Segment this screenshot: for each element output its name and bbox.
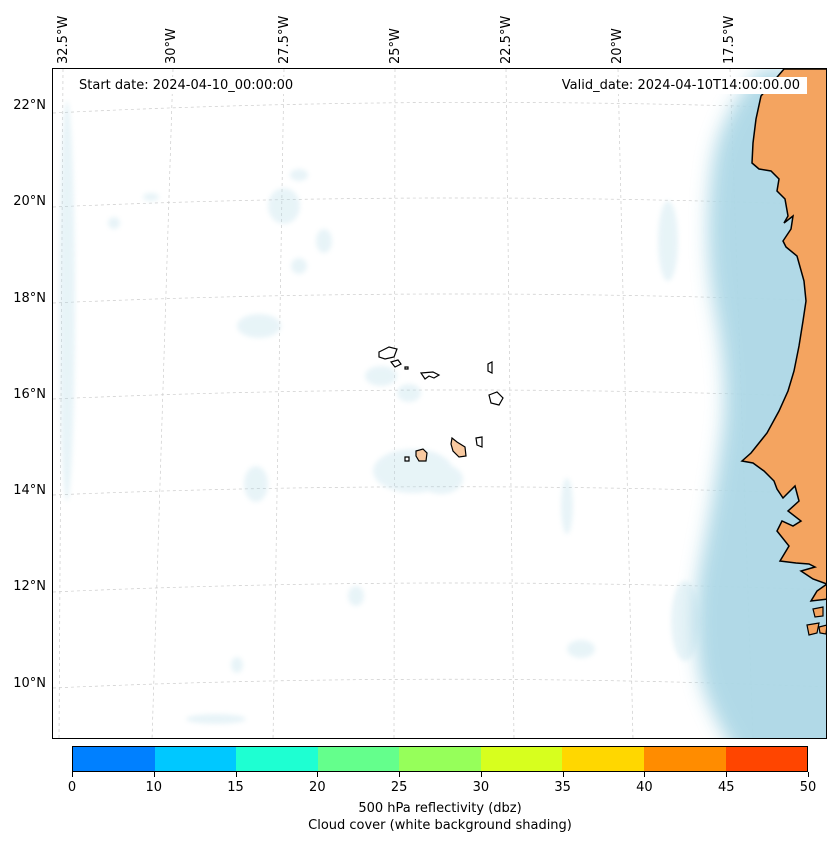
cloud-patch (397, 384, 421, 402)
cloud-patch (291, 258, 307, 274)
colorbar-tick-label: 35 (554, 780, 571, 795)
colorbar-tick (153, 772, 155, 777)
cloud-patch (231, 657, 243, 673)
colorbar-segment-10-15 (154, 747, 237, 771)
colorbar-sublabel: Cloud cover (white background shading) (308, 818, 572, 833)
meridian-25w (393, 69, 396, 738)
bissagos-island (806, 622, 820, 636)
cloud-patch (290, 169, 308, 181)
colorbar-tick (808, 772, 809, 777)
bissagos-island (812, 606, 824, 618)
meridian-22-5w (505, 69, 515, 738)
cloud-patch (365, 366, 397, 386)
cloud-patch (671, 581, 699, 661)
lon-label-27-5w: 27.5°W (277, 15, 292, 64)
colorbar-tick (317, 772, 319, 777)
colorbar-tick (235, 772, 237, 777)
island-santa-luzia (404, 366, 409, 370)
colorbar-segment-15-20 (236, 747, 318, 771)
colorbar-tick-label: 45 (717, 780, 735, 795)
colorbar-tick-label: 0 (67, 780, 77, 795)
colorbar-tick (644, 772, 646, 777)
colorbar-tick-label: 20 (309, 780, 326, 795)
colorbar-tick (72, 772, 73, 777)
island-santo-antao (378, 346, 398, 360)
cloud-patch (316, 229, 332, 253)
island-sal (487, 361, 493, 374)
cloud-patch (59, 101, 75, 501)
cloud-patch (268, 188, 300, 224)
island-santiago (450, 436, 467, 458)
colorbar-tick-label: 10 (145, 780, 163, 795)
cloud-patch (567, 640, 595, 658)
colorbar-tick (399, 772, 401, 777)
island-sao-vicente (389, 359, 402, 368)
colorbar-tick (562, 772, 564, 777)
cloud-patch (143, 193, 159, 201)
cloud-patch (348, 586, 364, 606)
colorbar-segment-40-45 (643, 747, 726, 771)
cape-verde-islands (378, 346, 504, 462)
cloud-patch (108, 217, 120, 229)
cloud-patch (658, 201, 678, 281)
bissagos-island (818, 624, 826, 635)
lon-label-25w: 25°W (388, 28, 403, 64)
colorbar-segment-30-35 (480, 747, 563, 771)
colorbar-tick (480, 772, 482, 777)
colorbar-tick-label: 30 (472, 780, 490, 795)
valid-date-label: Valid_date: 2024-04-10T14:00:00.00 (554, 77, 807, 94)
colorbar-segment-20-25 (317, 747, 400, 771)
colorbar-tick-label: 25 (390, 780, 408, 795)
colorbar-segment-25-30 (399, 747, 481, 771)
island-boa-vista (488, 391, 504, 406)
lon-label-17-5w: 17.5°W (722, 15, 737, 64)
colorbar-segment-45-50 (725, 747, 808, 771)
colorbar-segment-0-10 (73, 747, 155, 771)
lat-label-14n: 14°N (13, 483, 46, 498)
meridian-32-5w (58, 69, 64, 738)
colorbar-tick-label: 50 (799, 780, 817, 795)
lat-label-16n: 16°N (13, 387, 46, 402)
lat-label-12n: 12°N (13, 579, 46, 594)
map-canvas (53, 69, 826, 738)
colorbar-tick (726, 772, 728, 777)
meridian-30w (151, 69, 174, 738)
colorbar-tick-label: 15 (227, 780, 244, 795)
lat-label-18n: 18°N (13, 291, 46, 306)
colorbar-tick-label: 40 (636, 780, 653, 795)
cloud-patch (561, 478, 573, 534)
lon-label-20w: 20°W (610, 28, 625, 64)
meridian-27-5w (272, 69, 285, 738)
lon-label-32-5w: 32.5°W (56, 15, 71, 64)
cloud-patch (244, 466, 268, 502)
island-maio (475, 436, 483, 448)
island-sao-nicolau (419, 371, 441, 380)
island-brava (404, 456, 410, 462)
cloud-patch (186, 714, 246, 724)
parallel-16n (53, 389, 826, 400)
cloud-patch (419, 464, 463, 494)
lat-label-22n: 22°N (13, 98, 46, 113)
parallel-22n (53, 102, 826, 114)
lon-label-30w: 30°W (164, 28, 179, 64)
parallel-18n (53, 293, 826, 304)
meridian-20w (617, 69, 634, 738)
cloud-patch (237, 314, 281, 338)
lon-label-22-5w: 22.5°W (499, 15, 514, 64)
colorbar-label: 500 hPa reflectivity (dbz) (358, 801, 522, 816)
africa-landmass (740, 69, 826, 602)
lat-label-10n: 10°N (13, 676, 46, 691)
start-date-label: Start date: 2024-04-10_00:00:00 (72, 77, 301, 94)
colorbar-segment-35-40 (562, 747, 644, 771)
colorbar (72, 746, 808, 772)
map-panel[interactable] (52, 68, 827, 739)
lat-label-20n: 20°N (13, 194, 46, 209)
island-fogo (415, 448, 428, 462)
cloud-cover (59, 69, 826, 738)
